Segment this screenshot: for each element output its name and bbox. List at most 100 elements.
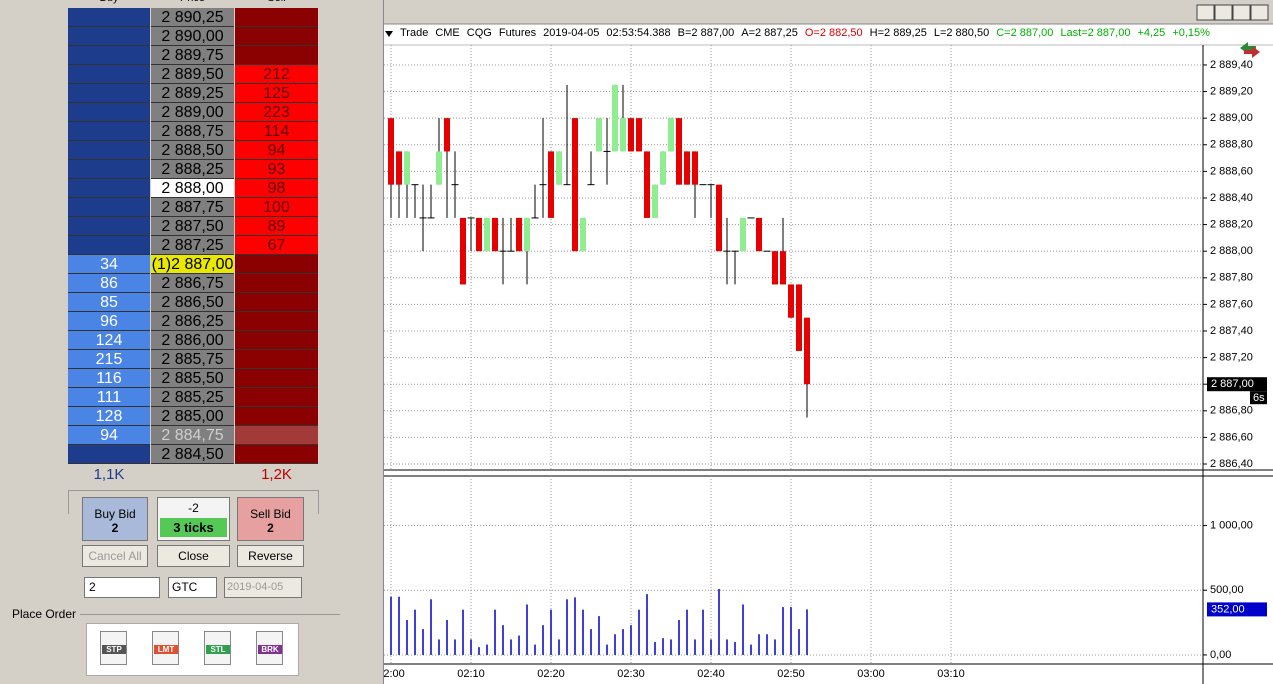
buy-cell[interactable]: 116 xyxy=(68,369,150,388)
header-item: 02:53:54.388 xyxy=(606,27,671,39)
candle-body xyxy=(756,217,762,252)
sell-cell[interactable]: 98 xyxy=(235,179,318,198)
price-cell[interactable]: (1)2 887,00 xyxy=(151,255,234,274)
price-cell[interactable]: 2 884,50 xyxy=(151,445,234,464)
sell-cell[interactable]: 94 xyxy=(235,141,318,160)
buy-cell[interactable] xyxy=(68,198,150,217)
action-button[interactable]: Reverse xyxy=(237,545,304,567)
sell-cell[interactable]: 114 xyxy=(235,122,318,141)
price-cell[interactable]: 2 889,00 xyxy=(151,103,234,122)
action-button[interactable]: Close xyxy=(157,545,230,567)
buy-cell[interactable] xyxy=(68,122,150,141)
sell-cell[interactable] xyxy=(235,407,318,426)
price-cell[interactable]: 2 885,75 xyxy=(151,350,234,369)
price-cell[interactable]: 2 888,75 xyxy=(151,122,234,141)
buy-cell[interactable]: 85 xyxy=(68,293,150,312)
sell-cell[interactable] xyxy=(235,312,318,331)
quantity-input[interactable]: 2 xyxy=(84,577,160,598)
buy-cell[interactable]: 86 xyxy=(68,274,150,293)
buy-cell[interactable] xyxy=(68,445,150,464)
minimize-button[interactable] xyxy=(1214,4,1233,21)
sell-cell[interactable] xyxy=(235,445,318,464)
sell-cell[interactable] xyxy=(235,350,318,369)
sync-icon[interactable] xyxy=(1244,46,1260,58)
order-type-icon[interactable]: LMT xyxy=(152,631,179,665)
price-cell[interactable]: 2 885,50 xyxy=(151,369,234,388)
buy-cell[interactable]: 215 xyxy=(68,350,150,369)
order-type-icon[interactable]: STP xyxy=(100,631,127,665)
price-cell[interactable]: 2 886,25 xyxy=(151,312,234,331)
price-cell[interactable]: 2 885,25 xyxy=(151,388,234,407)
tif-select[interactable]: GTC xyxy=(168,577,217,598)
price-cell[interactable]: 2 886,00 xyxy=(151,331,234,350)
action-button[interactable]: Cancel All xyxy=(82,545,148,567)
sell-cell[interactable] xyxy=(235,274,318,293)
panel-frame xyxy=(68,490,319,514)
price-cell[interactable]: 2 888,00 xyxy=(151,179,234,198)
sell-cell[interactable]: 125 xyxy=(235,84,318,103)
date-input[interactable]: 2019-04-05 xyxy=(224,577,302,598)
sell-cell[interactable] xyxy=(235,369,318,388)
buy-cell[interactable] xyxy=(68,179,150,198)
price-cell[interactable]: 2 889,25 xyxy=(151,84,234,103)
sell-cell[interactable] xyxy=(235,27,318,46)
price-cell[interactable]: 2 890,00 xyxy=(151,27,234,46)
y-tick-label: 2 887,20 xyxy=(1210,352,1253,364)
buy-cell[interactable] xyxy=(68,141,150,160)
sell-cell[interactable] xyxy=(235,46,318,65)
buy-cell[interactable] xyxy=(68,160,150,179)
sell-cell[interactable]: 89 xyxy=(235,217,318,236)
price-cell[interactable]: 2 889,75 xyxy=(151,46,234,65)
buy-cell[interactable] xyxy=(68,27,150,46)
buy-cell[interactable] xyxy=(68,8,150,27)
price-cell[interactable]: 2 886,50 xyxy=(151,293,234,312)
sell-cell[interactable] xyxy=(235,388,318,407)
price-cell[interactable]: 2 888,50 xyxy=(151,141,234,160)
buy-cell[interactable] xyxy=(68,236,150,255)
sell-cell[interactable]: 100 xyxy=(235,198,318,217)
buy-cell[interactable]: 124 xyxy=(68,331,150,350)
buy-cell[interactable]: 111 xyxy=(68,388,150,407)
price-cell[interactable]: 2 888,25 xyxy=(151,160,234,179)
sell-cell[interactable]: 223 xyxy=(235,103,318,122)
dropdown-arrow[interactable] xyxy=(385,31,393,37)
restore-button[interactable] xyxy=(1196,4,1215,21)
candle-body xyxy=(644,151,650,218)
sell-cell[interactable] xyxy=(235,255,318,274)
price-cell[interactable]: 2 885,00 xyxy=(151,407,234,426)
buy-total: 1,1K xyxy=(93,466,125,483)
sell-cell[interactable] xyxy=(235,426,318,445)
price-cell[interactable]: 2 887,50 xyxy=(151,217,234,236)
price-cell[interactable]: 2 887,75 xyxy=(151,198,234,217)
candle-body xyxy=(788,284,794,318)
price-cell[interactable]: 2 887,25 xyxy=(151,236,234,255)
ticks[interactable]: 3 ticks xyxy=(160,518,227,537)
sell-cell[interactable]: 212 xyxy=(235,65,318,84)
sell-cell[interactable] xyxy=(235,331,318,350)
sell-bid-button[interactable]: Sell Bid 2 xyxy=(237,497,304,541)
price-cell[interactable]: 2 886,75 xyxy=(151,274,234,293)
x-tick-label: 02:40 xyxy=(697,668,725,680)
buy-bid-button[interactable]: Buy Bid 2 xyxy=(82,497,148,541)
sell-cell[interactable] xyxy=(235,8,318,27)
close-button[interactable] xyxy=(1250,4,1269,21)
buy-cell[interactable]: 96 xyxy=(68,312,150,331)
buy-cell[interactable] xyxy=(68,217,150,236)
buy-cell[interactable]: 94 xyxy=(68,426,150,445)
price-cell[interactable]: 2 890,25 xyxy=(151,8,234,27)
sell-cell[interactable]: 93 xyxy=(235,160,318,179)
buy-cell[interactable] xyxy=(68,46,150,65)
sell-cell[interactable]: 67 xyxy=(235,236,318,255)
buy-cell[interactable] xyxy=(68,65,150,84)
buy-cell[interactable]: 34 xyxy=(68,255,150,274)
price-cell[interactable]: 2 889,50 xyxy=(151,65,234,84)
buy-cell[interactable]: 128 xyxy=(68,407,150,426)
buy-cell[interactable] xyxy=(68,84,150,103)
order-type-icon[interactable]: BRK xyxy=(256,631,283,665)
sell-cell[interactable] xyxy=(235,293,318,312)
column-header: Price xyxy=(151,0,234,8)
order-type-icon[interactable]: STL xyxy=(204,631,231,665)
buy-cell[interactable] xyxy=(68,103,150,122)
maximize-button[interactable] xyxy=(1232,4,1251,21)
price-cell[interactable]: 2 884,75 xyxy=(151,426,234,445)
